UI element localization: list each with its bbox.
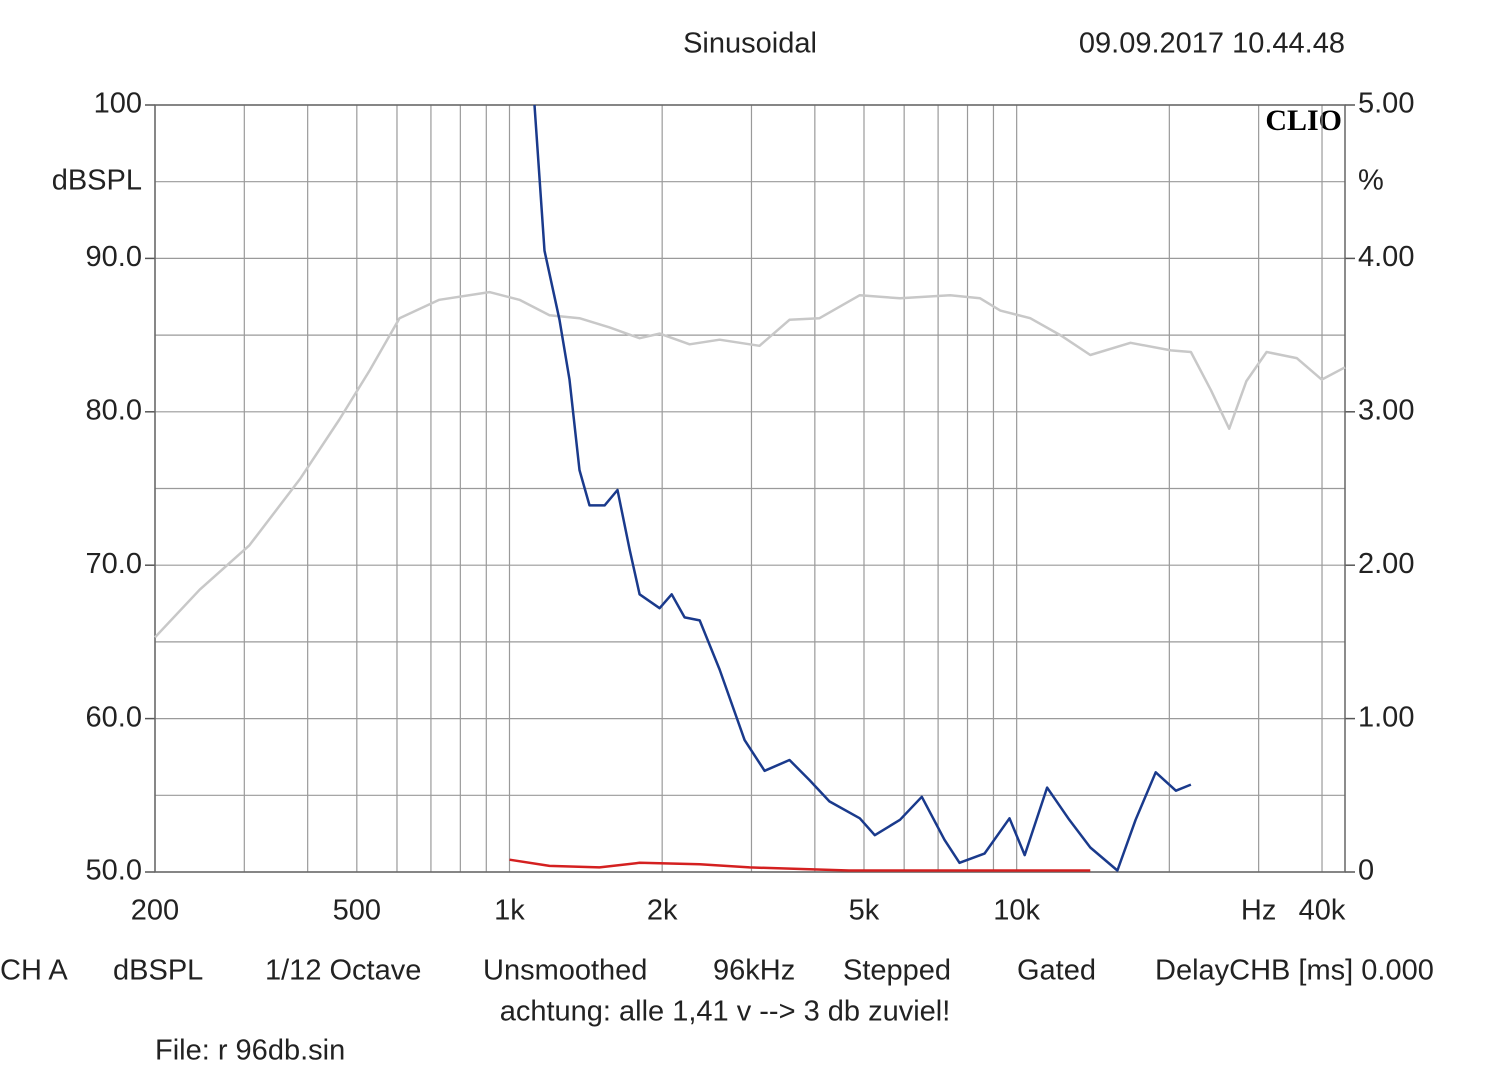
plot-frame <box>154 104 1346 873</box>
chart-title: Sinusoidal <box>683 28 817 60</box>
footer-item: CH A <box>0 955 68 987</box>
x-tick-label: 10k <box>993 895 1040 927</box>
x-tick-label: Hz <box>1241 895 1276 927</box>
y-tick-label: 60.0 <box>86 701 142 733</box>
y2-tick-label: 3.00 <box>1358 394 1414 426</box>
x-tick-label: 5k <box>849 895 880 927</box>
y2-tick-label: 4.00 <box>1358 241 1414 273</box>
x-tick-label: 2k <box>647 895 678 927</box>
footer-item: Unsmoothed <box>483 955 647 987</box>
x-tick-label: 1k <box>494 895 525 927</box>
y-tick-label: 100 <box>94 88 142 120</box>
footer-item: dBSPL <box>113 955 203 987</box>
y2-tick-label: 1.00 <box>1358 701 1414 733</box>
y2-axis-label: % <box>1358 165 1384 197</box>
data-line <box>533 104 1192 872</box>
data-line <box>509 858 1091 872</box>
footer-item: 1/12 Octave <box>265 955 421 987</box>
timestamp: 09.09.2017 10.44.48 <box>1079 28 1345 60</box>
x-tick-label: 500 <box>333 895 381 927</box>
y-tick-label: 80.0 <box>86 394 142 426</box>
y-tick-label: 90.0 <box>86 241 142 273</box>
footer-item: DelayCHB [ms] 0.000 <box>1155 955 1434 987</box>
footer-item: Gated <box>1017 955 1096 987</box>
footer-item: 96kHz <box>713 955 795 987</box>
data-line <box>154 290 1346 639</box>
y-tick-label: 70.0 <box>86 548 142 580</box>
x-tick-label: 200 <box>131 895 179 927</box>
x-tick-label: 40k <box>1299 895 1346 927</box>
y2-tick-label: 2.00 <box>1358 548 1414 580</box>
y-axis-label: dBSPL <box>52 165 142 197</box>
y-tick-label: 50.0 <box>86 855 142 887</box>
brand: CLIO <box>1265 104 1342 137</box>
footer-item: Stepped <box>843 955 951 987</box>
note: achtung: alle 1,41 v --> 3 db zuviel! <box>500 996 951 1028</box>
file-label: File: r 96db.sin <box>155 1035 345 1067</box>
y2-tick-label: 0 <box>1358 855 1374 887</box>
y2-tick-label: 5.00 <box>1358 88 1414 120</box>
